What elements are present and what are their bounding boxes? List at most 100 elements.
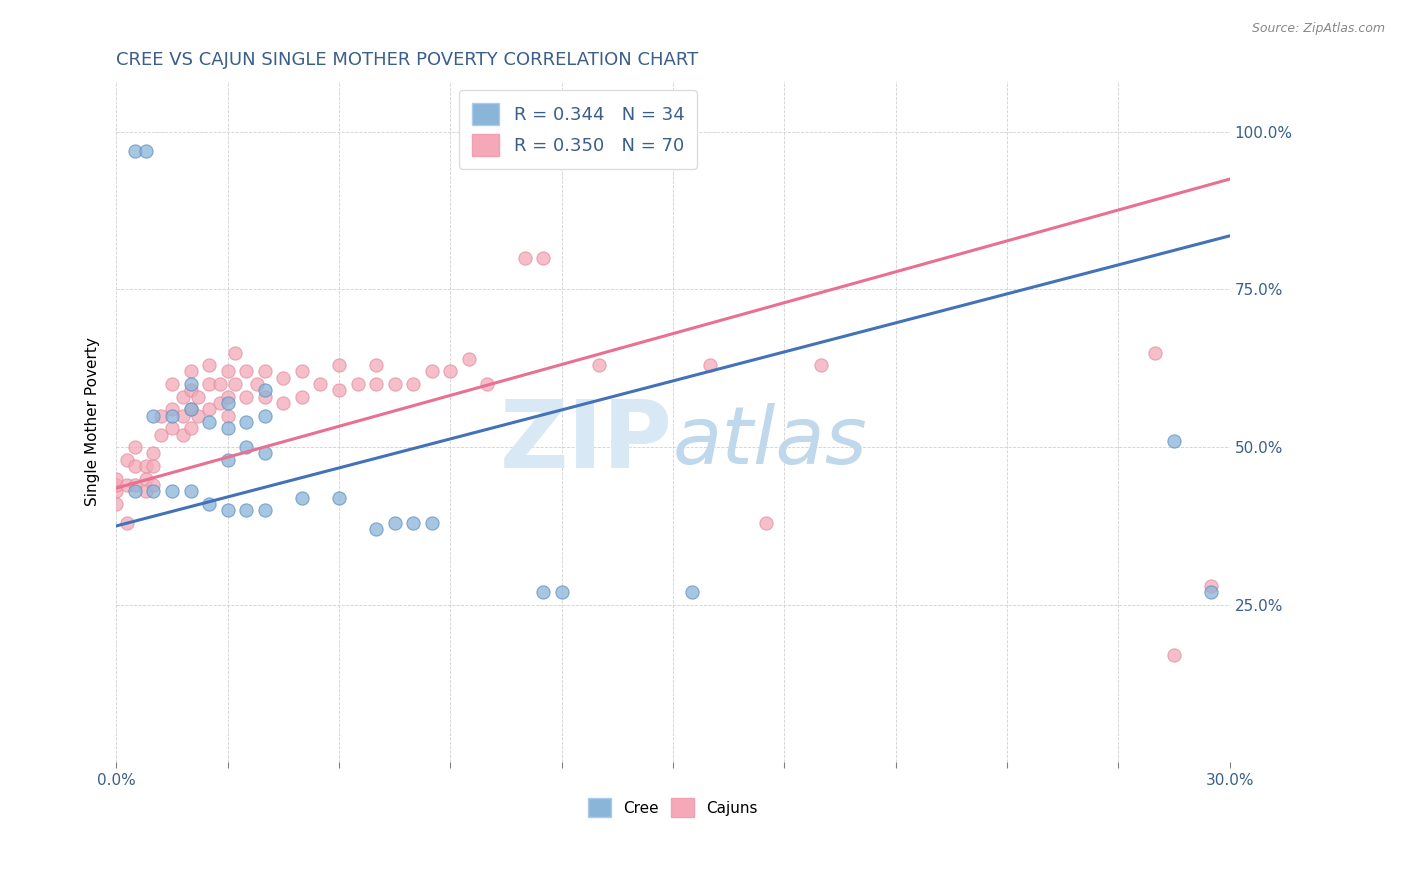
Text: CREE VS CAJUN SINGLE MOTHER POVERTY CORRELATION CHART: CREE VS CAJUN SINGLE MOTHER POVERTY CORR… (117, 51, 699, 69)
Point (291, 491, 314, 505)
Point (217, 421, 239, 435)
Point (588, 358, 610, 372)
Point (253, 390, 276, 404)
Point (235, 364, 257, 378)
Point (117, 516, 139, 530)
Point (328, 358, 350, 372)
Point (291, 390, 314, 404)
Point (117, 452, 139, 467)
Point (1163, 648, 1185, 663)
Point (364, 522, 387, 536)
Point (160, 402, 183, 417)
Point (364, 377, 387, 392)
Point (384, 377, 406, 392)
Point (198, 402, 221, 417)
Point (531, 251, 554, 265)
Point (179, 402, 201, 417)
Point (135, 144, 157, 158)
Point (160, 484, 183, 499)
Point (328, 384, 350, 398)
Point (217, 503, 239, 517)
Point (172, 409, 194, 423)
Point (187, 409, 209, 423)
Point (198, 358, 221, 372)
Point (135, 484, 157, 499)
Point (149, 427, 172, 442)
Text: ZIP: ZIP (501, 396, 673, 488)
Point (187, 390, 209, 404)
Point (1163, 434, 1185, 448)
Point (105, 472, 128, 486)
Point (271, 370, 294, 384)
Point (172, 390, 194, 404)
Point (179, 377, 201, 392)
Point (253, 446, 276, 460)
Point (117, 478, 139, 492)
Point (420, 516, 443, 530)
Point (1199, 579, 1222, 593)
Point (402, 377, 425, 392)
Point (124, 478, 146, 492)
Point (402, 516, 425, 530)
Point (235, 440, 257, 454)
Point (105, 484, 128, 499)
Point (477, 377, 499, 392)
Point (179, 364, 201, 378)
Point (457, 351, 479, 366)
Point (364, 358, 387, 372)
Point (253, 364, 276, 378)
Point (198, 377, 221, 392)
Point (420, 364, 443, 378)
Point (135, 458, 157, 473)
Point (142, 478, 165, 492)
Point (142, 458, 165, 473)
Point (384, 516, 406, 530)
Point (179, 402, 201, 417)
Point (224, 345, 246, 359)
Point (217, 364, 239, 378)
Point (217, 452, 239, 467)
Point (209, 396, 232, 410)
Point (160, 377, 183, 392)
Point (755, 516, 778, 530)
Point (160, 409, 183, 423)
Text: Source: ZipAtlas.com: Source: ZipAtlas.com (1251, 22, 1385, 36)
Point (224, 377, 246, 392)
Point (217, 396, 239, 410)
Point (235, 415, 257, 429)
Point (328, 491, 350, 505)
Point (699, 358, 721, 372)
Y-axis label: Single Mother Poverty: Single Mother Poverty (86, 337, 100, 507)
Point (198, 497, 221, 511)
Point (810, 358, 832, 372)
Point (346, 377, 368, 392)
Point (1144, 345, 1167, 359)
Point (439, 364, 461, 378)
Point (531, 585, 554, 599)
Point (513, 251, 536, 265)
Point (142, 484, 165, 499)
Point (124, 144, 146, 158)
Point (135, 472, 157, 486)
Point (124, 458, 146, 473)
Point (198, 415, 221, 429)
Point (217, 409, 239, 423)
Point (271, 396, 294, 410)
Point (179, 384, 201, 398)
Point (309, 377, 332, 392)
Point (179, 484, 201, 499)
Point (291, 364, 314, 378)
Point (253, 384, 276, 398)
Point (124, 440, 146, 454)
Point (217, 390, 239, 404)
Point (253, 503, 276, 517)
Point (253, 409, 276, 423)
Point (142, 409, 165, 423)
Point (124, 484, 146, 499)
Text: atlas: atlas (673, 403, 868, 482)
Point (142, 446, 165, 460)
Point (209, 377, 232, 392)
Point (1199, 585, 1222, 599)
Point (105, 497, 128, 511)
Point (681, 585, 703, 599)
